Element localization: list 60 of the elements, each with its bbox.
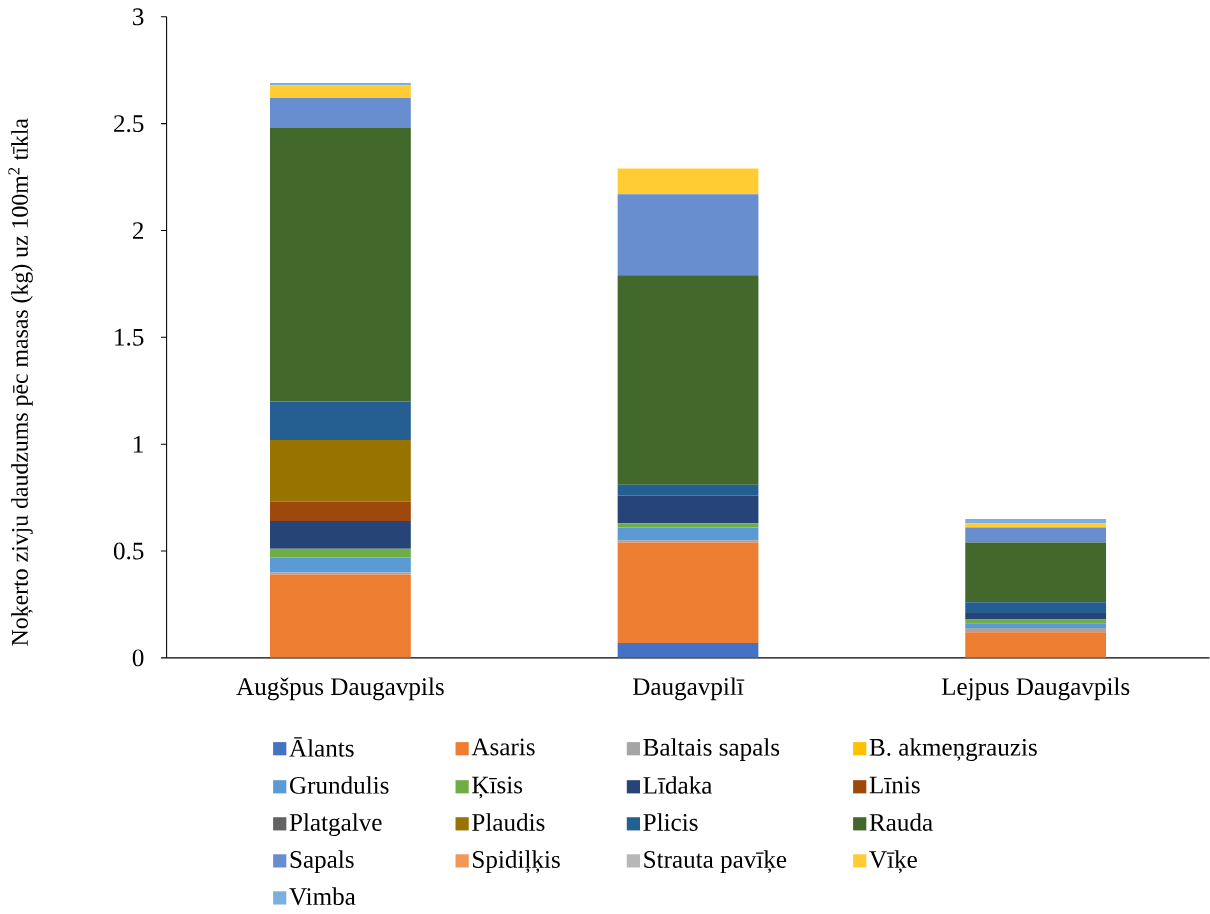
y-tick-label: 1	[134, 435, 143, 453]
y-tick-label: 0.5	[113, 542, 144, 560]
legend-label: Rauda	[869, 813, 933, 831]
x-tick-label: Lejpus Daugavpils	[941, 677, 1130, 701]
bar	[617, 168, 759, 195]
bar	[270, 128, 411, 402]
bar	[965, 628, 1107, 633]
legend-label: Baltais sapals	[643, 738, 780, 761]
bar	[965, 527, 1107, 543]
legend-label: Vimba	[289, 887, 356, 906]
y-tick-label: 2.5	[114, 115, 144, 133]
bar	[617, 542, 759, 643]
legend-label: Grundulis	[290, 776, 389, 794]
bar	[617, 484, 759, 496]
bar	[270, 85, 411, 99]
y-tick-label: 1.5	[115, 328, 144, 346]
legend-label: Sapals	[290, 850, 354, 874]
x-tick-label: Augšpus Daugavpils	[236, 677, 444, 701]
bar	[965, 523, 1107, 528]
y-axis-title: Noķerto zivju daudzums pēc masas (kg) uz 100m$^{2}$ tīkla	[8, 118, 33, 646]
bar	[270, 521, 411, 549]
bar	[965, 623, 1107, 629]
legend-label: B. akmeņgrauzis	[869, 738, 1037, 762]
bar	[270, 83, 411, 86]
bar	[617, 527, 759, 541]
legend-label: Ālants	[289, 737, 354, 757]
legend-label: Līnis	[869, 776, 920, 794]
bar	[965, 613, 1107, 620]
bar	[270, 574, 411, 658]
legend-label: Strauta pavīķe	[644, 850, 787, 874]
bar	[617, 495, 759, 524]
bar	[965, 602, 1107, 614]
bar	[270, 572, 411, 575]
bar	[270, 501, 411, 522]
legend-label: Platgalve	[289, 813, 382, 837]
bar	[617, 540, 759, 543]
legend-label: Spidiļķis	[473, 850, 560, 874]
bar	[617, 642, 759, 658]
bar	[965, 619, 1107, 624]
bar	[270, 557, 411, 573]
bar	[270, 439, 411, 502]
bar	[617, 194, 759, 276]
x-tick-label: Daugavpilī	[632, 677, 745, 701]
bar	[965, 519, 1107, 524]
bar	[617, 523, 759, 528]
bar	[617, 275, 759, 485]
bar	[965, 542, 1107, 603]
legend-label: Plaudis	[472, 813, 545, 831]
bar	[270, 548, 411, 558]
y-tick-label: 3	[133, 8, 144, 26]
y-tick-label: 2	[132, 222, 144, 239]
legend-label: Plicis	[643, 813, 698, 831]
legend-label: Līdaka	[643, 776, 713, 794]
bar	[270, 401, 411, 440]
bar	[965, 632, 1107, 658]
legend-label: Vīķe	[869, 850, 917, 874]
y-tick-label: 0	[132, 649, 144, 667]
legend-label: Ķīsis	[472, 776, 523, 799]
bar	[270, 98, 411, 129]
legend-label: Asaris	[471, 738, 535, 756]
